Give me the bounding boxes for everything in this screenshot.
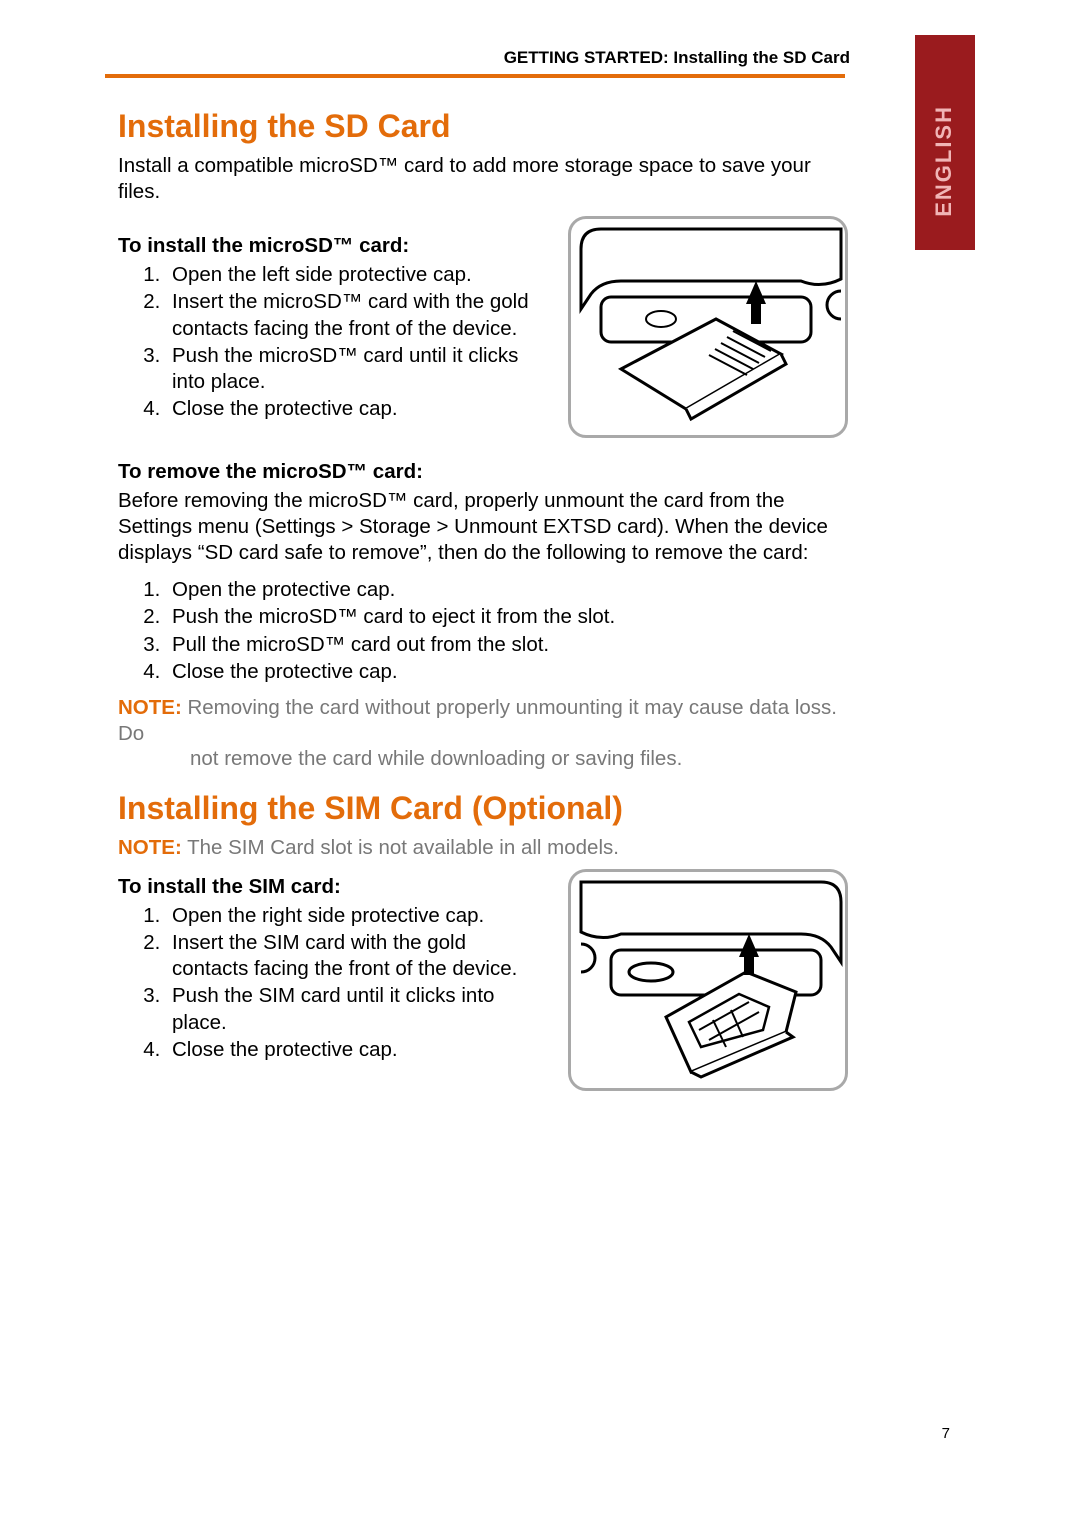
list-item: Insert the SIM card with the gold contac… <box>166 930 548 982</box>
sd-intro: Install a compatible microSD™ card to ad… <box>118 153 848 204</box>
list-item: Close the protective cap. <box>166 659 848 685</box>
note-label: NOTE: <box>118 696 182 719</box>
sd-install-row: To install the microSD™ card: Open the l… <box>118 216 848 438</box>
sd-slot-illustration <box>568 216 848 438</box>
sd-remove-head: To remove the microSD™ card: <box>118 460 848 484</box>
list-item: Open the protective cap. <box>166 577 848 603</box>
list-item: Open the left side protective cap. <box>166 262 548 288</box>
sd-install-head: To install the microSD™ card: <box>118 234 548 258</box>
sim-install-head: To install the SIM card: <box>118 875 548 899</box>
sim-install-text: To install the SIM card: Open the right … <box>118 869 548 1064</box>
note-text-2: not remove the card while downloading or… <box>118 746 848 772</box>
sd-install-text: To install the microSD™ card: Open the l… <box>118 216 548 423</box>
list-item: Push the SIM card until it clicks into p… <box>166 983 548 1035</box>
page-content: Installing the SD Card Install a compati… <box>118 100 848 1101</box>
list-item: Push the microSD™ card until it clicks i… <box>166 343 548 395</box>
sim-note-text: The SIM Card slot is not available in al… <box>182 836 619 859</box>
sim-install-steps: Open the right side protective cap. Inse… <box>166 903 548 1063</box>
sim-install-row: To install the SIM card: Open the right … <box>118 869 848 1091</box>
sd-note: NOTE: Removing the card without properly… <box>118 695 848 772</box>
list-item: Pull the microSD™ card out from the slot… <box>166 632 848 658</box>
list-item: Close the protective cap. <box>166 396 548 422</box>
sd-remove-steps: Open the protective cap. Push the microS… <box>166 577 848 685</box>
breadcrumb: GETTING STARTED: Installing the SD Card <box>490 48 850 68</box>
section-sim-title: Installing the SIM Card (Optional) <box>118 790 848 827</box>
list-item: Push the microSD™ card to eject it from … <box>166 604 848 630</box>
list-item: Open the right side protective cap. <box>166 903 548 929</box>
sd-install-steps: Open the left side protective cap. Inser… <box>166 262 548 422</box>
list-item: Insert the microSD™ card with the gold c… <box>166 289 548 341</box>
note-text-1: Removing the card without properly unmou… <box>118 696 837 745</box>
note-label: NOTE: <box>118 836 182 859</box>
list-item: Close the protective cap. <box>166 1037 548 1063</box>
header-rule <box>105 74 845 78</box>
sim-slot-illustration <box>568 869 848 1091</box>
section-sd-title: Installing the SD Card <box>118 108 848 145</box>
language-label: ENGLISH <box>931 105 957 217</box>
page-number: 7 <box>942 1425 950 1442</box>
sd-remove-intro: Before removing the microSD™ card, prope… <box>118 488 848 565</box>
sim-note: NOTE: The SIM Card slot is not available… <box>118 835 848 861</box>
